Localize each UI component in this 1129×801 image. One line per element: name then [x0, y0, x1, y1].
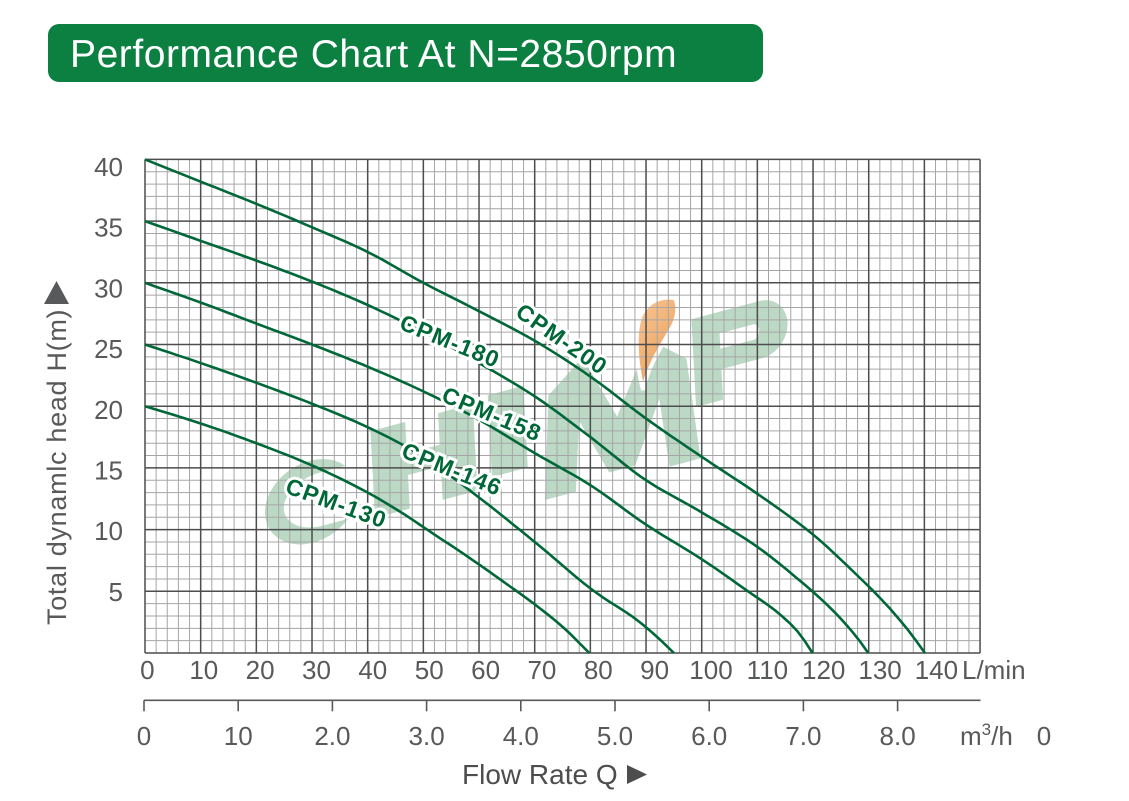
svg-text:25: 25	[94, 334, 123, 364]
svg-text:CPM-200: CPM-200	[511, 298, 612, 380]
svg-text:140: 140	[915, 655, 958, 685]
svg-text:90: 90	[640, 655, 669, 685]
svg-text:10: 10	[224, 721, 253, 751]
svg-text:7.0: 7.0	[785, 721, 821, 751]
svg-text:0: 0	[140, 655, 154, 685]
svg-text:0: 0	[137, 721, 151, 751]
svg-text:110: 110	[747, 655, 788, 685]
svg-text:130: 130	[858, 655, 901, 685]
svg-text:80: 80	[584, 655, 613, 685]
svg-text:60: 60	[471, 655, 500, 685]
svg-text:15: 15	[94, 456, 123, 486]
svg-text:5: 5	[109, 577, 123, 607]
svg-text:Total dynamlc head H(m): Total dynamlc head H(m)	[42, 309, 72, 625]
svg-text:5.0: 5.0	[597, 721, 633, 751]
svg-text:10: 10	[189, 655, 218, 685]
svg-text:40: 40	[358, 655, 387, 685]
svg-text:3.0: 3.0	[409, 721, 445, 751]
svg-text:30: 30	[94, 273, 123, 303]
svg-text:2.0: 2.0	[314, 721, 350, 751]
svg-text:Flow Rate Q: Flow Rate Q	[462, 759, 618, 790]
svg-text:35: 35	[94, 213, 123, 243]
svg-text:8.0: 8.0	[880, 721, 916, 751]
svg-text:20: 20	[246, 655, 275, 685]
svg-text:50: 50	[415, 655, 444, 685]
svg-text:6.0: 6.0	[691, 721, 727, 751]
svg-text:100: 100	[689, 655, 732, 685]
svg-text:40: 40	[94, 152, 123, 182]
svg-text:0: 0	[1037, 721, 1051, 751]
svg-text:70: 70	[527, 655, 556, 685]
svg-text:120: 120	[802, 655, 845, 685]
svg-text:m3/h: m3/h	[960, 720, 1013, 751]
svg-text:L/min: L/min	[962, 655, 1026, 685]
svg-text:10: 10	[94, 516, 123, 546]
svg-text:30: 30	[302, 655, 331, 685]
svg-text:20: 20	[94, 395, 123, 425]
svg-text:4.0: 4.0	[503, 721, 539, 751]
